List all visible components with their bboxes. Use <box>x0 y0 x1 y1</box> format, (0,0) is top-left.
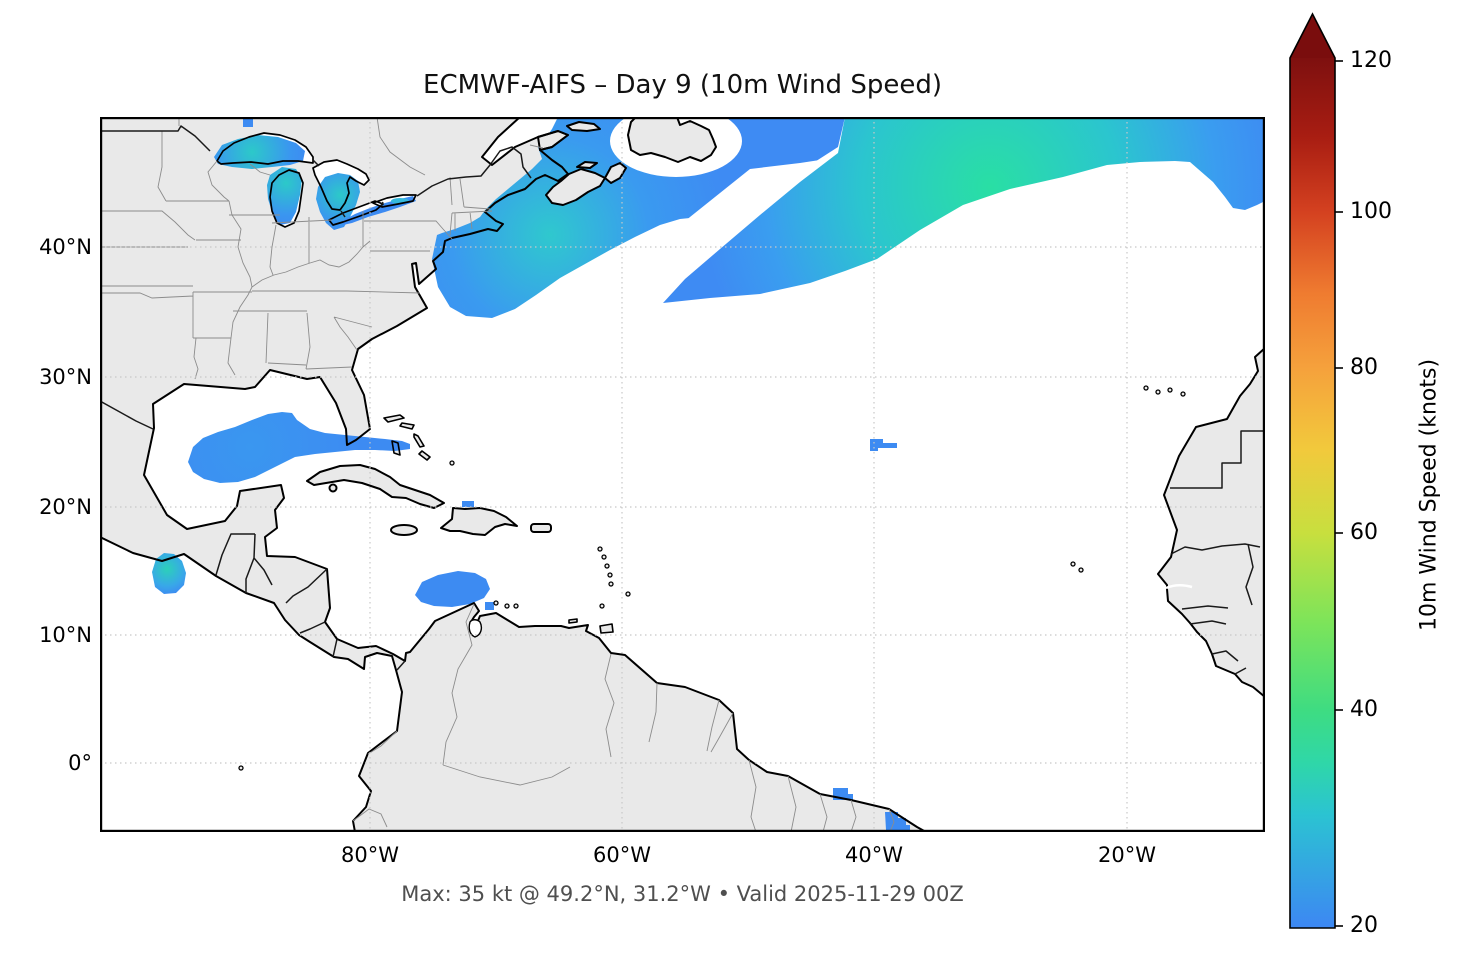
colorbar-tick-20: 20 <box>1350 913 1378 938</box>
colorbar-outline <box>1289 12 1336 929</box>
colorbar-tick-40: 40 <box>1350 697 1378 722</box>
colorbar-tick-80: 80 <box>1350 355 1378 380</box>
country-borders <box>100 125 1265 675</box>
lat-tick-30n: 30°N <box>39 365 92 389</box>
wind-region-atlantic-swath <box>663 117 1265 303</box>
map-plot-area <box>100 117 1265 832</box>
wind-region-lake-michigan <box>267 167 302 225</box>
colorbar-axis-label: 10m Wind Speed (knots) <box>1416 358 1442 632</box>
colorbar-gradient <box>1290 58 1335 928</box>
gambia-river <box>1165 584 1193 590</box>
gridlines <box>100 117 1265 832</box>
wind-region-tehuantepec <box>152 553 186 594</box>
wind-speck-nipigon <box>243 119 253 127</box>
map-frame <box>100 117 1265 832</box>
land-fill <box>100 117 1265 832</box>
lon-tick-20w: 20°W <box>1098 843 1156 867</box>
lat-tick-10n: 10°N <box>39 623 92 647</box>
wind-region-gulf-of-mexico <box>188 412 410 483</box>
wind-speck-central-atlantic <box>870 439 897 451</box>
wind-region-venezuela-coast <box>415 571 490 607</box>
lon-tick-40w: 40°W <box>845 843 903 867</box>
wind-region-lake-huron <box>316 173 360 230</box>
plot-title: ECMWF-AIFS – Day 9 (10m Wind Speed) <box>423 70 942 100</box>
map-canvas <box>100 117 1265 832</box>
lat-tick-20n: 20°N <box>39 495 92 519</box>
validity-caption: Max: 35 kt @ 49.2°N, 31.2°W • Valid 2025… <box>401 882 964 906</box>
small-island-dots <box>238 385 1186 771</box>
lat-tick-0: 0° <box>68 751 92 775</box>
colorbar <box>1270 0 1466 969</box>
colorbar-tick-100: 100 <box>1350 199 1392 224</box>
colorbar-tick-marks <box>1335 60 1343 927</box>
colorbar-tick-60: 60 <box>1350 520 1378 545</box>
colorbar-tick-120: 120 <box>1350 48 1392 73</box>
colorbar-canvas <box>1289 12 1343 929</box>
lon-tick-80w: 80°W <box>341 843 399 867</box>
lat-tick-40n: 40°N <box>39 235 92 259</box>
coastlines <box>100 117 1265 832</box>
wind-region-northeast-coastal <box>432 117 845 318</box>
wind-speck-paraguana <box>485 602 494 610</box>
wind-speck-brazil-2 <box>885 812 910 830</box>
state-borders <box>100 117 895 832</box>
lon-tick-60w: 60°W <box>593 843 651 867</box>
colorbar-extend-arrow <box>1290 14 1335 58</box>
wind-speck-hispaniola-north <box>462 501 474 507</box>
